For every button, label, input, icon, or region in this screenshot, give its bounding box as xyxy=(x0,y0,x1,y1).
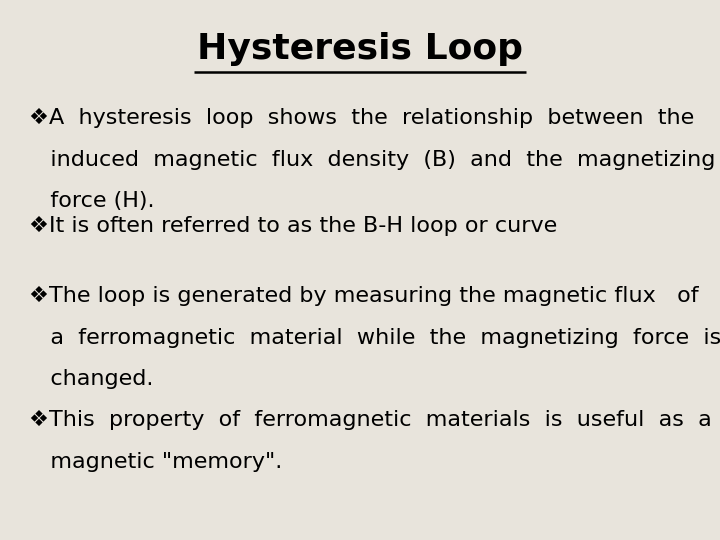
Text: ❖The loop is generated by measuring the magnetic flux   of: ❖The loop is generated by measuring the … xyxy=(29,286,698,306)
Text: Hysteresis Loop: Hysteresis Loop xyxy=(197,32,523,66)
Text: changed.: changed. xyxy=(29,369,153,389)
Text: magnetic "memory".: magnetic "memory". xyxy=(29,452,282,472)
Text: a  ferromagnetic  material  while  the  magnetizing  force  is: a ferromagnetic material while the magne… xyxy=(29,328,720,348)
Text: induced  magnetic  flux  density  (B)  and  the  magnetizing: induced magnetic flux density (B) and th… xyxy=(29,150,715,170)
Text: ❖It is often referred to as the B-H loop or curve: ❖It is often referred to as the B-H loop… xyxy=(29,216,557,236)
Text: ❖This  property  of  ferromagnetic  materials  is  useful  as  a: ❖This property of ferromagnetic material… xyxy=(29,410,711,430)
Text: ❖A  hysteresis  loop  shows  the  relationship  between  the: ❖A hysteresis loop shows the relationshi… xyxy=(29,108,694,128)
Text: force (H).: force (H). xyxy=(29,191,154,211)
